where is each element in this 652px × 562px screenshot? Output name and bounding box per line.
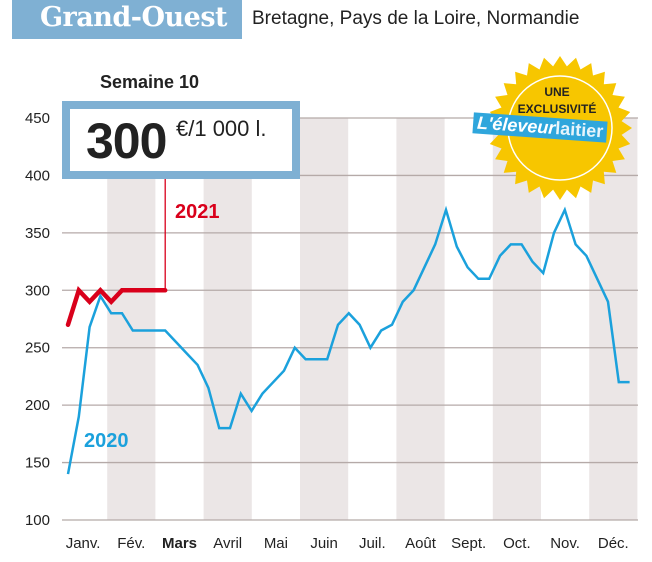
- x-tick-label: Sept.: [451, 535, 486, 552]
- price-unit: €/1 000 l.: [176, 116, 267, 141]
- x-tick-label: Fév.: [117, 535, 145, 552]
- x-tick-label: Juin: [310, 535, 338, 552]
- y-tick-label: 200: [25, 397, 50, 414]
- x-tick-label: Avril: [213, 535, 242, 552]
- series-2021-label: 2021: [175, 201, 220, 223]
- exclusive-badge-text: UNE EXCLUSIVITÉ: [507, 84, 607, 118]
- y-tick-label: 400: [25, 167, 50, 184]
- x-tick-label: Mai: [264, 535, 288, 552]
- y-tick-label: 150: [25, 455, 50, 472]
- month-stripe: [203, 118, 252, 520]
- week-label: Semaine 10: [100, 72, 200, 92]
- badge-line1: UNE: [544, 85, 570, 99]
- series-2020-label: 2020: [84, 430, 129, 452]
- x-tick-label: Juil.: [359, 535, 386, 552]
- brand-part1: L'éleveur: [476, 112, 557, 139]
- x-tick-label: Nov.: [550, 535, 580, 552]
- y-tick-label: 300: [25, 282, 50, 299]
- y-tick-label: 350: [25, 225, 50, 242]
- x-tick-label: Août: [405, 535, 437, 552]
- x-tick-label: Déc.: [598, 535, 629, 552]
- brand-part2: laitier: [554, 118, 604, 142]
- region-title: Grand-Ouest: [40, 2, 228, 33]
- series-2021-line: [65, 285, 168, 327]
- price-callout: 300 €/1 000 l.: [62, 101, 300, 179]
- y-tick-label: 250: [25, 340, 50, 357]
- y-tick-label: 100: [25, 512, 50, 529]
- month-stripe: [396, 118, 445, 520]
- badge-line2: EXCLUSIVITÉ: [517, 102, 597, 116]
- month-stripe: [589, 118, 638, 520]
- x-tick-label: Oct.: [503, 535, 531, 552]
- y-tick-label: 450: [25, 110, 50, 127]
- month-stripe: [107, 118, 156, 520]
- month-stripe: [300, 118, 349, 520]
- region-subtitle: Bretagne, Pays de la Loire, Normandie: [252, 8, 580, 29]
- x-tick-label: Janv.: [66, 535, 101, 552]
- title-box: Grand-Ouest: [12, 0, 242, 39]
- price-value: 300: [86, 113, 167, 169]
- x-tick-label: Mars: [162, 535, 197, 552]
